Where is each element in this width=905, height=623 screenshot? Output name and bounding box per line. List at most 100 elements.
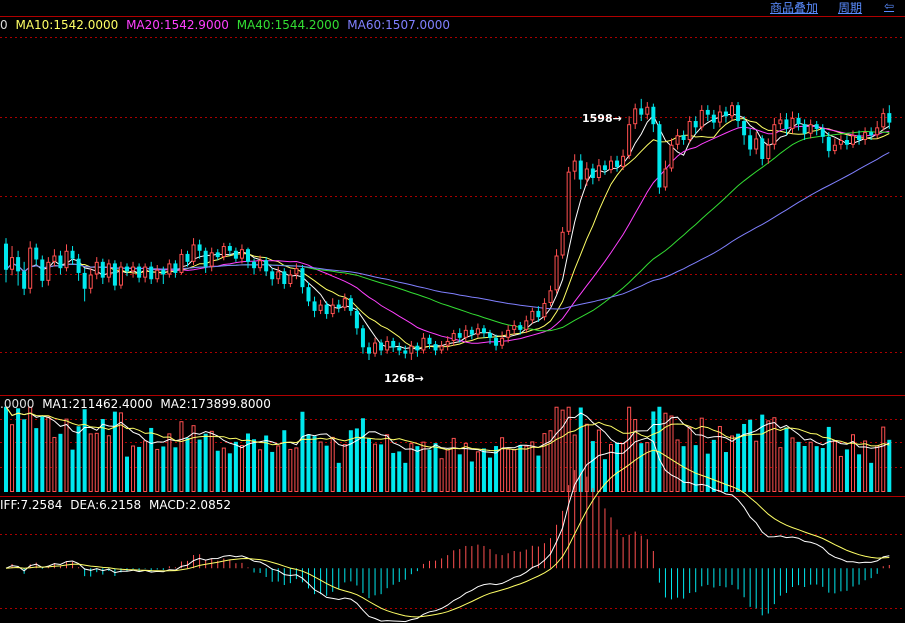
candle-body [844,140,849,145]
volume-bar [802,445,807,492]
volume-bar [391,452,396,492]
candle-body [16,257,21,272]
candle-body [221,246,226,258]
candle-body [64,250,69,269]
candle-body [52,255,57,262]
candle-body [627,124,632,156]
candle-body [784,119,789,129]
volume-bar [754,440,759,492]
candle-body [826,136,831,152]
volume-bar [711,439,716,492]
candle-body [258,260,263,269]
candle-body [512,325,517,330]
candle-body [717,111,722,123]
candle-body [723,111,728,117]
back-link[interactable]: ⇦ [884,0,895,13]
candle-body [324,304,329,315]
candle-body [118,266,123,286]
candle-body [548,290,553,303]
volume-bar [863,440,868,492]
candle-body [530,310,535,321]
volume-bar [415,446,420,492]
volume-bar [46,416,51,493]
volume-bar [348,430,353,492]
volume-bar [681,446,686,492]
candle-body [397,347,402,351]
volume-bar [324,445,329,492]
candle-body [300,268,305,288]
candle-body [699,109,704,128]
candle-body [651,106,656,125]
candle-body [312,301,317,311]
volume-bar [536,455,541,492]
ma10-line [5,117,890,349]
volume-bar [760,414,765,492]
volume-bar [367,438,371,492]
candle-body [560,231,565,256]
volume-bar [766,420,771,492]
volume-bar [100,419,105,492]
period-link[interactable]: 周期 [838,1,863,15]
candle-body [209,252,214,267]
volume-bar [360,418,365,492]
candle-body [536,310,541,318]
candle-body [264,260,269,272]
volume-bar [784,427,789,492]
volume-bar [560,409,565,493]
candle-body [475,328,480,335]
overlay-link[interactable]: 商品叠加 [770,1,819,15]
volume-bar [330,436,335,492]
volume-bar [276,445,281,493]
volume-bar [373,443,378,492]
ma40-legend: MA40:1544.2000 [236,18,340,32]
volume-bar [270,451,275,492]
candle-body [469,329,474,335]
candle-body [82,272,87,289]
candle-body [100,261,105,278]
volume-bar [875,445,880,493]
candle-body [814,124,819,129]
volume-legend-partial: .0000 [0,397,35,411]
candle-body [566,171,571,232]
volume-bar [34,428,39,492]
volume-bar [94,432,99,492]
volume-legend: .0000 MA1:211462.4000 MA2:173899.8000 [0,397,275,411]
candle-body [820,128,825,137]
price-ma-legend: 0 MA10:1542.0000 MA20:1542.9000 MA40:154… [0,18,454,32]
candle-body [578,160,583,180]
candle-body [584,168,589,180]
volume-bar [58,433,63,492]
candle-body [633,108,638,125]
volume-bar [106,435,111,493]
toolbar: 商品叠加 周期 ⇦ [0,0,905,16]
candle-body [227,246,232,251]
candle-body [663,168,668,188]
volume-bar [633,419,638,492]
candle-body [609,160,613,171]
volume-bar [445,449,450,493]
candle-body [4,243,8,270]
volume-bar [385,434,390,493]
volume-bar [118,412,123,492]
volume-bar [239,445,244,492]
candle-body [796,117,801,125]
candle-body [790,117,795,129]
candle-body [869,132,874,136]
volume-bar [705,453,710,492]
candle-body [125,266,129,272]
candle-body [354,310,359,329]
candle-body [360,328,365,348]
volume-bar [173,447,178,492]
candle-body [687,121,692,141]
candle-body [191,244,196,262]
candle-body [857,135,862,141]
candle-body [596,165,601,178]
candle-body [500,337,505,346]
volume-bar [463,442,468,492]
candle-body [28,247,33,289]
volume-bar [578,407,583,492]
candle-body [318,304,323,311]
volume-bar [306,434,311,492]
candle-body [40,259,45,281]
